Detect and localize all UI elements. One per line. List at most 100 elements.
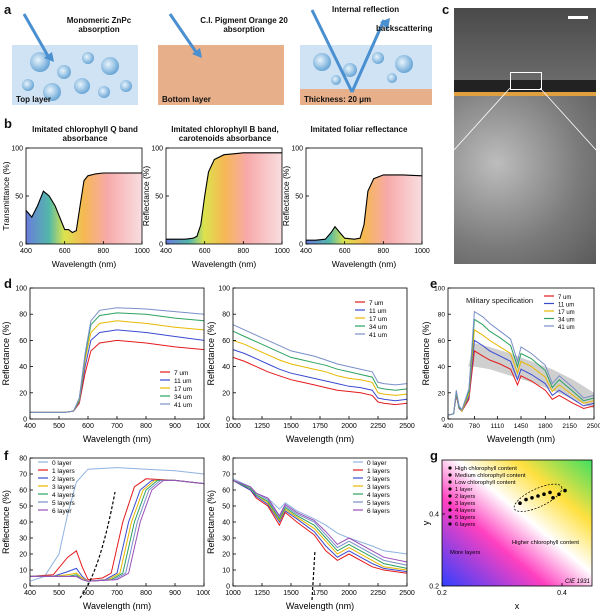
y-tick-label: 100 [151,146,163,153]
x-tick-label: 2250 [370,423,386,430]
y-tick-label: 0 [23,417,27,424]
legend-label: 11 um [369,308,387,315]
marker-5-layers [542,492,546,496]
legend-label: 3 layers [52,484,76,491]
panel-label-g: g [430,448,438,463]
legend-label: 17 um [174,386,192,393]
combined-bottom-block [300,89,432,105]
x-tick-label: 600 [199,248,211,255]
series-line-1-layers [232,479,408,574]
military-band-legend: Military specification [466,296,534,305]
legend-label: 11 um [174,378,192,385]
y-axis-label: Reflectance (%) [421,321,431,385]
x-tick-label: 500 [53,590,65,597]
y-tick-label: 80 [19,312,27,319]
x-tick-label: 1000 [196,423,210,430]
cluster-outline [513,483,563,512]
y-tick-label: 0 [23,584,27,591]
legend-label: 11 um [558,303,574,309]
y-tick-label: 0 [441,417,445,424]
series-line-41-um [447,310,595,416]
legend-label: 5 layers [455,515,475,521]
x-tick-label: 400 [20,248,32,255]
marker-1-layer [518,501,522,505]
series-line-41-um [30,307,205,413]
series-line-41-um [232,324,408,386]
legend-label: 41 um [369,332,387,339]
annotation-more-layers: More layers [450,550,480,556]
backscattering-label: backscattering [376,24,433,33]
chart-b3: 400 600 800 1000 0 50 100 Wavelength (nm) Reflec… [281,146,430,270]
cie-gradient [442,460,592,586]
y-axis-label: y [421,520,431,525]
y-tick-label: 50 [15,194,23,201]
x-tick-label: 800 [377,248,389,255]
y-tick-label: 50 [222,504,230,511]
layer1-footer: Top layer [16,95,51,104]
legend-label: 4 layers [367,492,391,499]
y-tick-label: 80 [222,456,230,463]
marker-Low-chlorophyll-content [563,488,567,493]
legend-label: 34 um [558,318,575,324]
y-tick-label: 50 [295,194,303,201]
y-tick-label: 80 [438,312,446,319]
x-tick-label: 2150 [562,423,577,430]
y-tick-label: 40 [222,364,230,371]
y-tick-label: 50 [19,504,27,511]
x-tick-label: 1250 [254,423,270,430]
panel-label-b: b [4,116,12,131]
legend-label: 0 layer [52,460,72,467]
x-tick-label: 2000 [341,423,357,430]
legend-label: 7 um [558,295,571,301]
x-tick-label: 600 [82,423,94,430]
y-tick-label: 0.2 [429,584,439,591]
x-axis-label: Wavelength (nm) [83,434,151,444]
chart-b2: 400 600 800 1000 0 50 100 Wavelength (nm) Reflec… [141,146,290,270]
x-tick-label: 0.2 [437,590,447,597]
legend-label: 34 um [174,394,192,401]
y-tick-label: 60 [222,338,230,345]
legend-label: 1 layer [455,487,472,493]
y-axis-label: Transmittance (%) [1,161,11,230]
y-tick-label: 100 [434,286,445,293]
series-line-17-um [232,339,408,396]
legend-label: 41 um [558,325,575,331]
y-tick-label: 0 [226,584,230,591]
chart-f2: 1000 1250 1500 1750 2000 2250 2500 0 10 20 30 40 50 6… [206,456,415,612]
y-tick-label: 20 [222,552,230,559]
pigment-bubbles [22,52,132,101]
x-tick-label: 0.4 [557,590,567,597]
series-line-0 [306,174,423,241]
series-line-6-layers [232,479,408,563]
chart-b1: 400 600 800 1000 0 50 100 Wavelength (nm) Transm… [1,146,150,270]
orange-layer [454,92,596,96]
legend-label: 3 layers [455,501,475,507]
x-tick-label: 800 [97,248,109,255]
shift-arrow [311,549,316,601]
scale-bar [568,16,588,19]
pigment-layer [454,80,596,92]
layer2-title: C.I. Pigment Orange 20 absorption [200,16,288,34]
x-tick-label: 600 [82,590,94,597]
x-tick-label: 2500 [587,423,600,430]
legend-label: 4 layers [52,492,76,499]
layer2-footer: Bottom layer [162,95,211,104]
spectrum-fill [306,174,422,244]
y-tick-label: 70 [19,472,27,479]
series-line-1-layers [29,478,205,581]
x-tick-label: 1000 [134,248,150,255]
legend-label: Medium chlorophyll content [455,473,526,479]
shift-arrow [79,491,116,599]
legend-label: 3 layers [367,484,391,491]
legend-label: 6 layers [455,522,475,528]
x-axis-label: Wavelength (nm) [83,601,151,611]
series-line-0-layer [29,467,205,582]
y-tick-label: 20 [19,390,27,397]
y-axis-label: Reflectance (%) [141,166,151,227]
y-tick-label: 0 [159,242,163,249]
y-tick-label: 70 [222,472,230,479]
legend-label: 2 layers [455,494,475,500]
legend-label: 7 um [174,370,188,377]
backscatter-ray [350,19,386,93]
y-tick-label: 80 [222,312,230,319]
